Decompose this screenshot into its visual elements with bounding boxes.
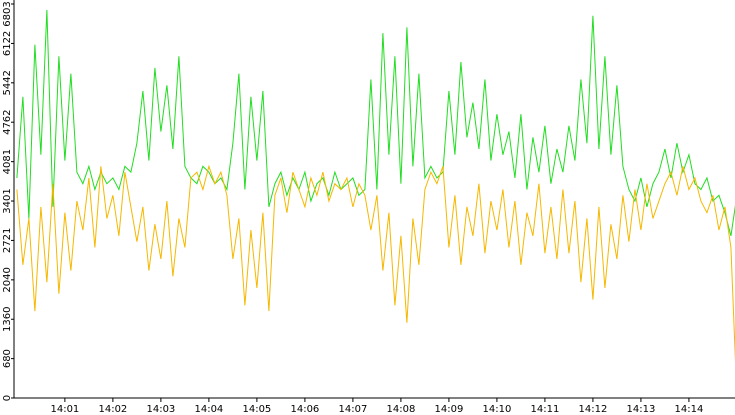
x-tick-label: 14:01 (50, 404, 79, 415)
data-line (16, 164, 735, 363)
y-tick-label: 1360 (2, 307, 13, 332)
x-tick-label: 14:12 (578, 404, 607, 415)
y-tick-label: 2721 (2, 228, 13, 253)
x-tick-label: 14:09 (434, 404, 463, 415)
x-tick-label: 14:06 (290, 404, 319, 415)
y-tick-label: 6803 (2, 1, 13, 26)
y-tick-label: 680 (2, 349, 13, 368)
x-tick-label: 14:14 (675, 404, 704, 415)
y-tick-label: 4762 (2, 109, 13, 134)
y-tick-label: 5442 (2, 70, 13, 95)
x-tick-label: 14:03 (146, 404, 175, 415)
x-tick-label: 14:10 (482, 404, 511, 415)
x-tick-label: 14:13 (627, 404, 656, 415)
y-tick-label: 4081 (2, 149, 13, 174)
x-tick-label: 14:08 (386, 404, 415, 415)
y-tick-label: 0 (2, 395, 13, 401)
x-tick-label: 14:11 (530, 404, 559, 415)
data-line (16, 9, 735, 236)
x-tick-label: 14:05 (242, 404, 271, 415)
y-tick-label: 6122 (2, 31, 13, 56)
x-tick-label: 14:04 (194, 404, 223, 415)
x-tick-label: 14:07 (338, 404, 367, 415)
y-tick-label: 2040 (2, 267, 13, 292)
x-tick-label: 14:02 (98, 404, 127, 415)
y-tick-label: 3401 (2, 188, 13, 213)
